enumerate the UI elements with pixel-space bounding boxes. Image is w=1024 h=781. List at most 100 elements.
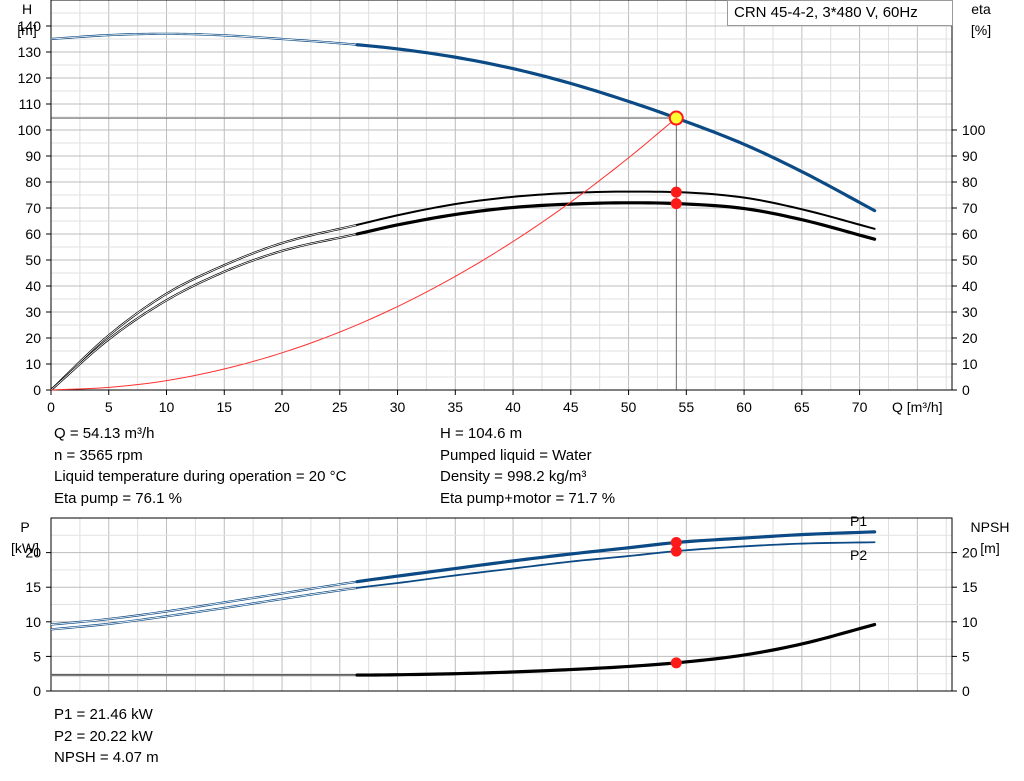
curve-eta_total: [355, 201, 877, 241]
y-left-tick-label: 60: [25, 226, 41, 242]
y-right-tick-label: 100: [962, 122, 986, 138]
plot-frame: [50, 517, 953, 692]
flow-value: Q = 54.13 m³/h: [54, 425, 155, 442]
curve-head-thin-core: [50, 33, 358, 46]
y-left-tick-label: 10: [25, 614, 41, 630]
y-right-tick-label: 10: [962, 614, 978, 630]
x-tick-label: 30: [390, 399, 406, 415]
x-tick-label: 40: [505, 399, 521, 415]
duty-info-right: H = 104.6 m Pumped liquid = Water Densit…: [440, 423, 615, 509]
curve-eta_pump: [356, 190, 876, 230]
power-info: P1 = 21.46 kW P2 = 20.22 kW NPSH = 4.07 …: [54, 704, 159, 769]
curve-head: [355, 43, 877, 213]
curve-P1: [355, 530, 877, 584]
y-right-unit: [%]: [971, 22, 991, 38]
y-right-title: eta: [971, 1, 991, 17]
pump-model-label: CRN 45-4-2, 3*480 V, 60Hz: [727, 0, 953, 26]
pumped-liquid-value: Pumped liquid = Water: [440, 446, 592, 464]
y-left-tick-label: 15: [25, 579, 41, 595]
eta-pump-motor-value: Eta pump+motor = 71.7 %: [440, 489, 616, 507]
x-tick-label: 15: [216, 399, 232, 415]
y-left-tick-label: 40: [25, 278, 41, 294]
y-left-tick-label: 80: [25, 174, 41, 190]
duty-point-p2: [670, 545, 682, 557]
series-label-p1: P1: [850, 513, 867, 529]
duty-point-p1: [670, 536, 682, 548]
y-left-tick-label: 100: [18, 122, 42, 138]
x-tick-label: 55: [679, 399, 695, 415]
x-tick-label: 20: [274, 399, 290, 415]
x-tick-label: 70: [852, 399, 868, 415]
y-right-tick-label: 30: [962, 304, 978, 320]
duty-point-eta-pump: [670, 186, 682, 198]
x-axis-title: Q [m³/h]: [892, 399, 943, 415]
p2-value: P2 = 20.22 kW: [54, 727, 153, 745]
y-left-tick-label: 20: [25, 330, 41, 346]
x-tick-label: 5: [105, 399, 113, 415]
plot-frame: [50, 0, 953, 391]
duty-point-npsh: [670, 657, 682, 669]
density-value: Density = 998.2 kg/m³: [440, 468, 587, 485]
y-right-unit: [m]: [980, 540, 999, 556]
y-left-tick-label: 0: [33, 382, 41, 398]
speed-value: n = 3565 rpm: [54, 446, 143, 464]
y-left-tick-label: 5: [33, 648, 41, 664]
curve-P2: [356, 541, 876, 589]
y-left-title: P: [20, 519, 29, 535]
y-right-tick-label: 40: [962, 278, 978, 294]
y-left-tick-label: 120: [18, 70, 42, 86]
y-left-tick-label: 130: [18, 44, 42, 60]
x-tick-label: 45: [563, 399, 579, 415]
y-right-tick-label: 50: [962, 252, 978, 268]
curve-eta_pump-thin-core: [50, 224, 358, 391]
y-right-tick-label: 10: [962, 356, 978, 372]
head-efficiency-chart: 0 5 10 15 20 25 30 35 40 45 50 55 60 65 70 Q [m³/h] 0 10 2…: [17, 0, 991, 415]
y-left-tick-label: 110: [19, 96, 42, 112]
x-tick-label: 25: [332, 399, 348, 415]
y-right-tick-label: 90: [962, 148, 978, 164]
eta-pump-value: Eta pump = 76.1 %: [54, 489, 182, 507]
curve-npsh: [355, 622, 877, 677]
npsh-value: NPSH = 4.07 m: [54, 749, 159, 766]
curve-P1-thin-core: [50, 581, 358, 625]
y-left-tick-label: 0: [33, 683, 41, 699]
y-right-tick-label: 60: [962, 226, 978, 242]
y-left-title: H: [22, 1, 32, 17]
p1-value: P1 = 21.46 kW: [54, 706, 153, 723]
y-right-tick-label: 0: [962, 382, 970, 398]
y-left-unit: [m]: [17, 22, 36, 38]
x-tick-label: 50: [621, 399, 637, 415]
y-left-tick-label: 70: [25, 200, 41, 216]
y-left-tick-label: 30: [25, 304, 41, 320]
y-left-tick-label: 50: [25, 252, 41, 268]
y-left-tick-label: 10: [25, 356, 41, 372]
curve-eta_total-thin-core: [50, 233, 358, 391]
y-left-tick-label: 20: [25, 545, 41, 561]
y-left-unit: [kW]: [11, 540, 39, 556]
y-left-tick-label: 140: [18, 18, 42, 34]
y-right-tick-label: 70: [962, 200, 978, 216]
x-tick-label: 0: [47, 399, 55, 415]
y-right-tick-label: 0: [962, 683, 970, 699]
y-right-tick-label: 20: [962, 545, 978, 561]
y-right-tick-label: 20: [962, 330, 978, 346]
x-tick-label: 65: [794, 399, 810, 415]
duty-point-eta-total: [670, 198, 682, 210]
y-right-tick-label: 80: [962, 174, 978, 190]
x-tick-label: 35: [448, 399, 464, 415]
curve-system: [50, 117, 677, 391]
head-value: H = 104.6 m: [440, 425, 523, 442]
duty-info-left: Q = 54.13 m³/h n = 3565 rpm Liquid tempe…: [54, 423, 346, 509]
y-right-tick-label: 5: [962, 648, 970, 664]
y-right-title: NPSH: [971, 519, 1010, 535]
power-npsh-chart: 0 5 10 15 20 0 5 10 15 20 P [kW] NPSH [m] P1 P2: [11, 513, 1009, 699]
duty-point-head: [668, 110, 684, 126]
liquid-temperature-value: Liquid temperature during operation = 20…: [54, 468, 347, 485]
y-right-tick-label: 15: [962, 579, 978, 595]
curve-P2-thin-core: [50, 587, 358, 630]
y-left-tick-label: 90: [25, 148, 41, 164]
x-tick-label: 10: [159, 399, 175, 415]
series-label-p2: P2: [850, 547, 867, 563]
x-tick-label: 60: [736, 399, 752, 415]
